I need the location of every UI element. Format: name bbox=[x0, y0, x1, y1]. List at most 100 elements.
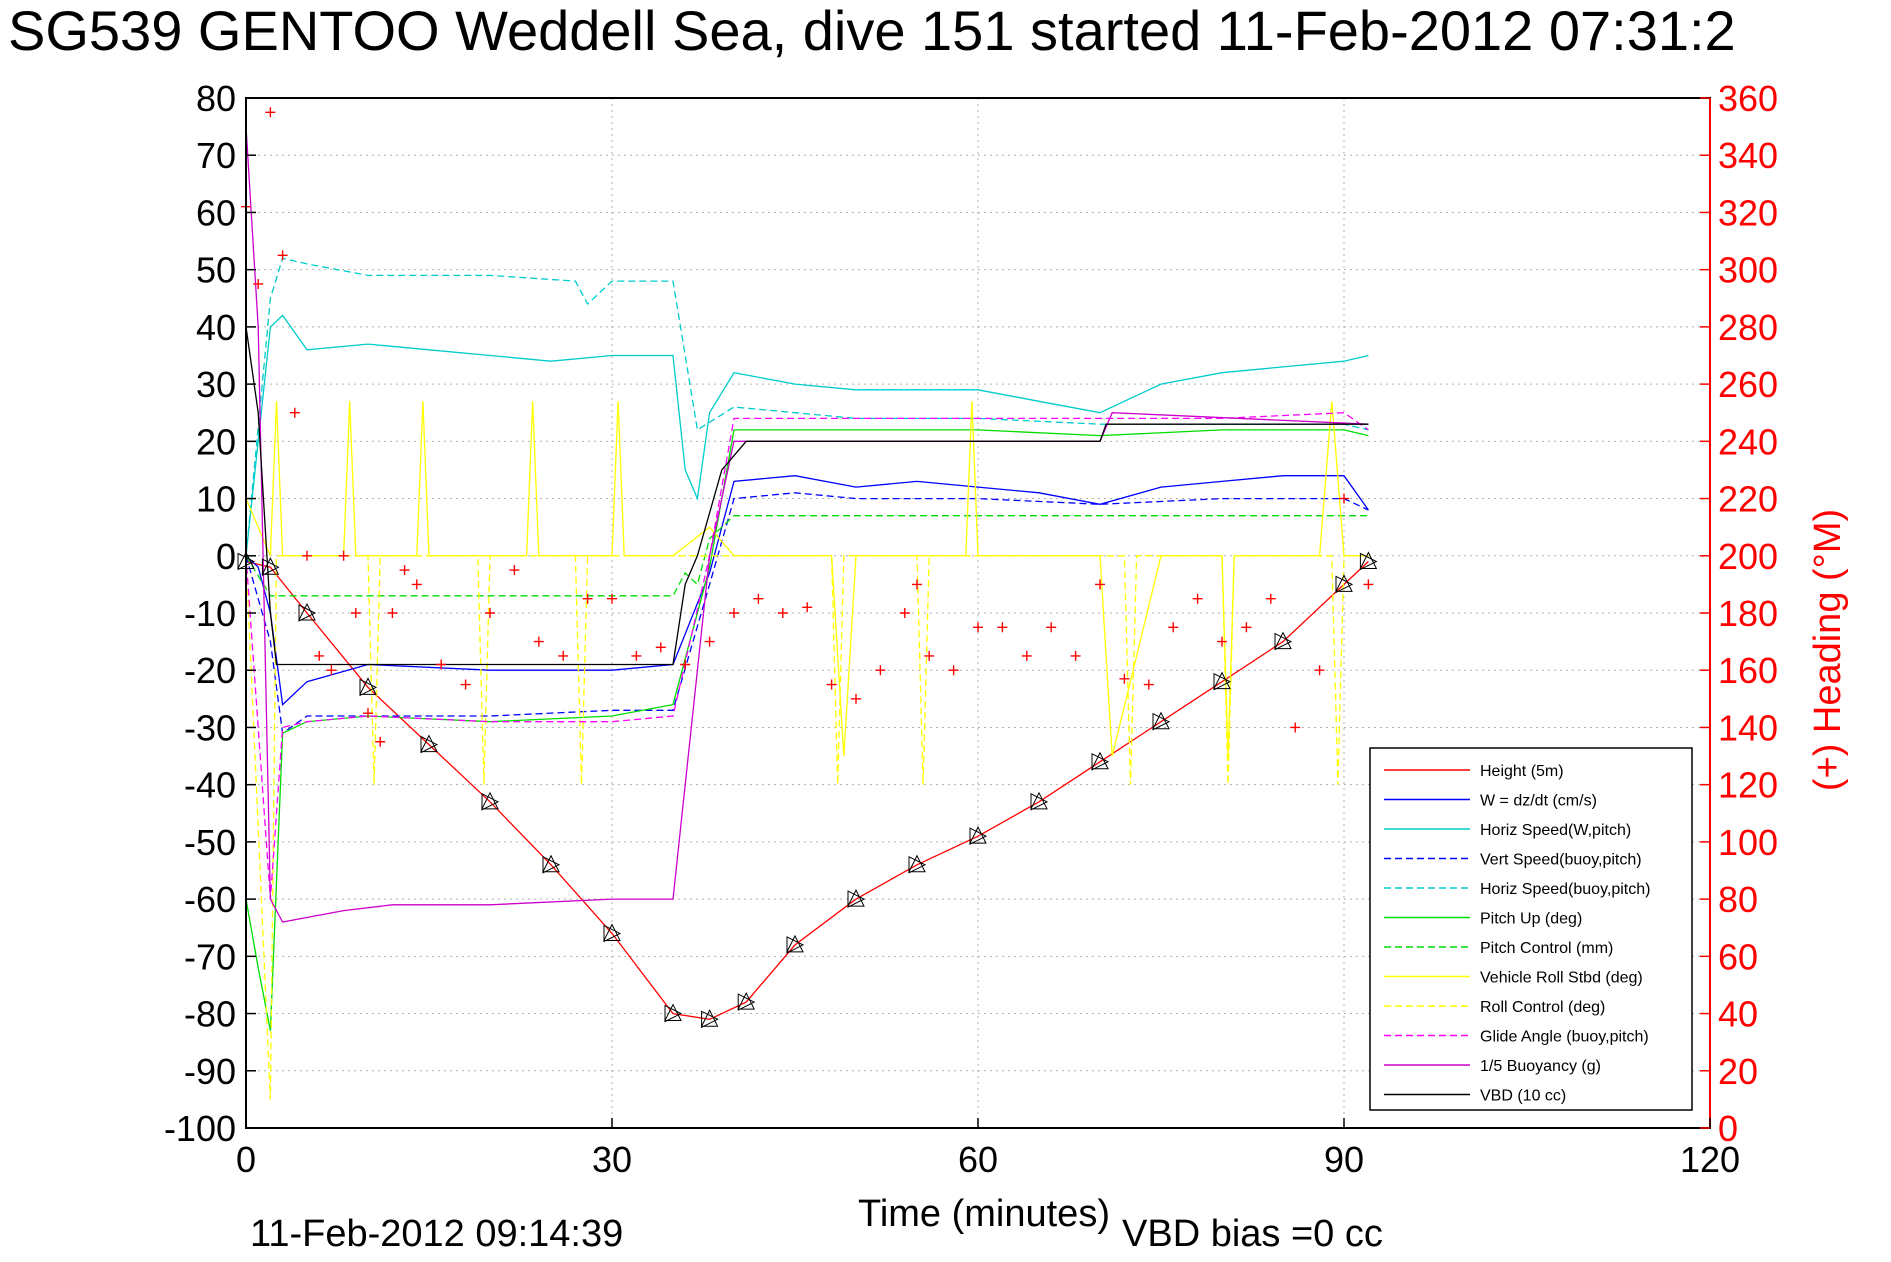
heading-marker bbox=[777, 608, 788, 618]
legend-item: 1/5 Buoyancy (g) bbox=[1384, 1058, 1601, 1075]
y-axis-ticks: 80 70 60 50 40 30 20 10 0 -10 -20 -30 -40 -50 -60 -70 -8… bbox=[164, 78, 256, 1149]
y2-tick-label: 340 bbox=[1718, 135, 1778, 176]
heading-marker bbox=[1095, 579, 1105, 590]
series-line bbox=[245, 412, 1369, 900]
heading-marker bbox=[1119, 673, 1130, 684]
heading-marker bbox=[1339, 493, 1349, 504]
y2-tick-label: 260 bbox=[1718, 364, 1778, 405]
dive-position-markers bbox=[237, 551, 1378, 1029]
legend-label: Pitch Control (mm) bbox=[1480, 940, 1613, 957]
heading-marker bbox=[436, 659, 447, 670]
dive-position-marker bbox=[359, 677, 378, 697]
heading-marker bbox=[826, 679, 837, 690]
y2-tick-label: 60 bbox=[1718, 936, 1758, 977]
heading-marker bbox=[460, 679, 471, 690]
y2-tick-label: 140 bbox=[1718, 707, 1778, 748]
legend-item: Roll Control (deg) bbox=[1384, 999, 1605, 1016]
y2-tick-label: 20 bbox=[1718, 1051, 1758, 1092]
heading-marker bbox=[1168, 622, 1179, 633]
series-line bbox=[245, 492, 1369, 735]
heading-marker bbox=[680, 659, 691, 670]
heading-marker bbox=[973, 622, 983, 633]
heading-marker bbox=[302, 550, 312, 561]
heading-marker bbox=[326, 665, 337, 676]
legend-label: W = dz/dt (cm/s) bbox=[1480, 793, 1597, 810]
heading-marker bbox=[1046, 622, 1057, 633]
series-line bbox=[245, 314, 1369, 556]
heading-marker bbox=[314, 650, 325, 661]
legend-item: VBD (10 cc) bbox=[1384, 1088, 1566, 1105]
y2-tick-label: 300 bbox=[1718, 250, 1778, 291]
legend-label: Horiz Speed(buoy,pitch) bbox=[1480, 881, 1650, 898]
heading-marker bbox=[350, 608, 361, 618]
heading-marker bbox=[655, 642, 666, 653]
heading-marker bbox=[399, 565, 410, 576]
legend-item: W = dz/dt (cm/s) bbox=[1384, 793, 1597, 810]
heading-marker bbox=[558, 650, 569, 661]
heading-marker bbox=[948, 665, 959, 676]
dive-position-marker bbox=[969, 826, 988, 845]
dive-position-marker bbox=[1213, 671, 1232, 691]
heading-marker bbox=[277, 250, 288, 261]
legend-item: Glide Angle (buoy,pitch) bbox=[1384, 1029, 1649, 1046]
x-tick-label: 30 bbox=[592, 1139, 632, 1180]
y-tick-label: -70 bbox=[184, 936, 236, 977]
x-axis-ticks: 0 30 60 90 120 bbox=[236, 1118, 1740, 1180]
heading-marker bbox=[509, 565, 520, 576]
y-tick-label: -100 bbox=[164, 1108, 236, 1149]
footer-timestamp: 11-Feb-2012 09:14:39 bbox=[250, 1213, 623, 1255]
heading-marker bbox=[338, 550, 349, 561]
y-tick-label: 20 bbox=[196, 421, 236, 462]
dive-position-marker bbox=[298, 602, 317, 622]
y-tick-label: 50 bbox=[196, 250, 236, 291]
legend-label: Vert Speed(buoy,pitch) bbox=[1480, 852, 1642, 869]
heading-marker bbox=[289, 407, 300, 418]
dive-position-marker bbox=[1030, 791, 1049, 811]
heading-marker bbox=[875, 665, 886, 676]
dive-position-marker bbox=[786, 934, 805, 954]
x-tick-label: 90 bbox=[1324, 1139, 1364, 1180]
y-tick-label: -10 bbox=[184, 593, 236, 634]
y2-tick-label: 240 bbox=[1718, 421, 1778, 462]
legend-label: VBD (10 cc) bbox=[1480, 1088, 1566, 1105]
dive-position-marker bbox=[261, 557, 280, 577]
dive-position-marker bbox=[1335, 574, 1354, 594]
heading-marker bbox=[924, 650, 935, 661]
y2-tick-label: 80 bbox=[1718, 879, 1758, 920]
heading-marker bbox=[485, 608, 495, 618]
heading-marker bbox=[411, 579, 422, 590]
heading-marker bbox=[253, 278, 264, 289]
series-line bbox=[245, 257, 1369, 556]
footer-vbd-bias: VBD bias =0 cc bbox=[1122, 1213, 1383, 1255]
series-line bbox=[245, 326, 1369, 666]
x-tick-label: 0 bbox=[236, 1139, 256, 1180]
y2-tick-label: 280 bbox=[1718, 307, 1778, 348]
series-line bbox=[245, 560, 1369, 1020]
legend-item: Pitch Up (deg) bbox=[1384, 911, 1582, 928]
dive-position-marker bbox=[1274, 631, 1293, 651]
heading-marker bbox=[1143, 679, 1154, 690]
legend-label: Pitch Up (deg) bbox=[1480, 911, 1582, 928]
heading-marker bbox=[375, 736, 386, 747]
heading-marker bbox=[1217, 636, 1227, 647]
dive-position-marker bbox=[737, 991, 756, 1011]
heading-marker bbox=[851, 693, 861, 704]
y2-tick-label: 180 bbox=[1718, 593, 1778, 634]
heading-marker bbox=[387, 608, 398, 618]
y-tick-label: -40 bbox=[184, 765, 236, 806]
legend: Height (5m) W = dz/dt (cm/s) Horiz Speed(W… bbox=[1369, 747, 1693, 1111]
dive-position-marker bbox=[603, 923, 622, 943]
legend-item: Vert Speed(buoy,pitch) bbox=[1384, 852, 1642, 869]
y-tick-label: 70 bbox=[196, 135, 236, 176]
heading-marker bbox=[1265, 593, 1276, 604]
heading-markers bbox=[241, 107, 1374, 747]
legend-item: Height (5m) bbox=[1384, 763, 1564, 780]
dive-position-marker bbox=[1359, 551, 1378, 571]
heading-marker bbox=[802, 602, 813, 613]
legend-label: Height (5m) bbox=[1480, 763, 1564, 780]
y2-tick-label: 40 bbox=[1718, 994, 1758, 1035]
heading-marker bbox=[265, 107, 276, 118]
heading-marker bbox=[631, 650, 642, 661]
heading-marker bbox=[704, 636, 715, 647]
dive-position-marker bbox=[908, 854, 927, 874]
